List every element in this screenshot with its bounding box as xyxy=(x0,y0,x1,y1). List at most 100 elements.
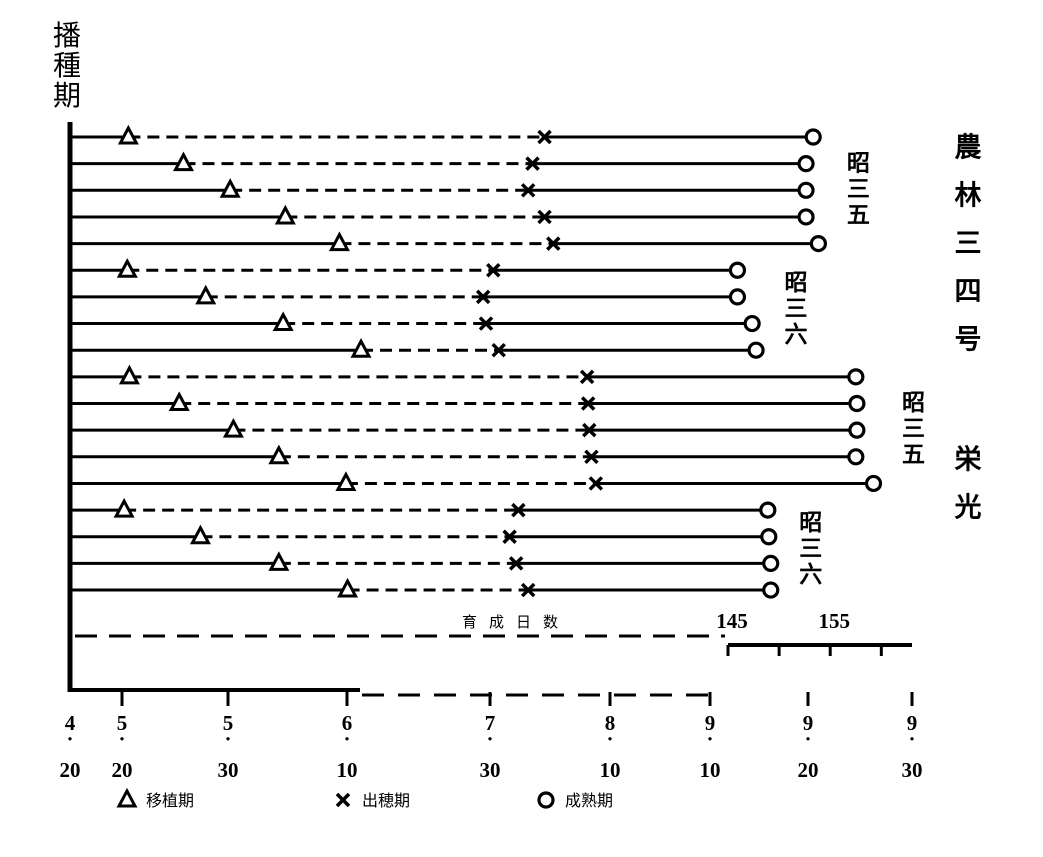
x-tick-label: 8 · 10 xyxy=(600,711,621,782)
maturity-marker xyxy=(743,314,761,333)
heading-marker xyxy=(537,209,552,225)
maturity-marker xyxy=(797,155,815,173)
transplant-marker xyxy=(189,524,211,545)
heading-marker-stroke xyxy=(525,156,540,171)
maturity-marker xyxy=(804,128,822,146)
legend-label: 移植期 xyxy=(146,791,194,810)
heading-marker xyxy=(579,369,595,385)
heading-marker xyxy=(584,449,599,465)
transplant-marker xyxy=(116,787,138,808)
heading-marker-stroke xyxy=(475,289,491,305)
x2-tick-label: 145 xyxy=(716,609,748,633)
heading-marker xyxy=(486,263,501,278)
heading-marker xyxy=(502,529,517,544)
heading-marker xyxy=(335,792,351,808)
transplant-marker xyxy=(268,444,290,465)
heading-marker xyxy=(580,396,596,411)
legend-item: 出穂期 xyxy=(335,791,410,810)
transplant-marker xyxy=(195,284,217,305)
maturity-marker xyxy=(797,181,815,199)
transplant-marker xyxy=(272,311,294,332)
transplant-marker xyxy=(335,471,357,491)
heading-marker xyxy=(491,342,506,358)
y-axis-title: 播種期 xyxy=(53,19,81,112)
legend-label: 成熟期 xyxy=(565,791,613,810)
year-label: 昭三六 xyxy=(799,509,822,588)
maturity-marker xyxy=(762,554,780,573)
maturity-marker xyxy=(847,448,865,466)
variety-label: 農林三四号 xyxy=(955,133,982,356)
heading-marker-stroke xyxy=(520,183,536,198)
x-tick-label: 9 · 20 xyxy=(798,711,819,782)
maturity-marker xyxy=(809,235,828,253)
heading-marker-stroke xyxy=(511,502,526,518)
year-label: 昭三五 xyxy=(847,149,870,228)
transplant-marker xyxy=(168,391,190,411)
transplant-marker xyxy=(274,204,296,225)
heading-marker xyxy=(582,422,597,438)
transplant-marker xyxy=(172,151,194,172)
transplant-marker xyxy=(113,497,135,518)
legend-label: 出穂期 xyxy=(362,791,410,810)
x-tick-label: 6 · 10 xyxy=(337,711,358,782)
variety-label: 栄光 xyxy=(954,444,983,523)
x2-axis-title: 育成日数 xyxy=(462,613,570,631)
transplant-marker xyxy=(268,551,290,571)
heading-marker xyxy=(546,236,561,251)
heading-marker xyxy=(537,129,552,145)
maturity-marker xyxy=(759,501,777,519)
x-tick-label: 9 · 30 xyxy=(902,711,923,782)
heading-marker xyxy=(520,183,536,198)
year-label: 昭三五 xyxy=(902,389,925,468)
heading-marker-stroke xyxy=(502,529,517,544)
transplant-marker xyxy=(118,364,140,385)
x-tick-label: 5 · 30 xyxy=(218,711,239,782)
heading-marker-stroke xyxy=(588,476,604,491)
heading-marker-stroke xyxy=(478,316,494,331)
heading-marker-stroke xyxy=(579,369,595,385)
maturity-marker xyxy=(728,288,747,306)
heading-marker-stroke xyxy=(546,236,561,251)
legend-item: 移植期 xyxy=(116,787,194,810)
maturity-marker xyxy=(762,581,780,599)
transplant-marker xyxy=(117,124,139,145)
transplant-marker xyxy=(337,577,359,598)
heading-marker xyxy=(588,476,604,491)
x-tick-label: 7 · 30 xyxy=(480,711,501,782)
year-label: 昭三六 xyxy=(785,269,808,348)
maturity-marker xyxy=(747,341,765,359)
x-tick-label: 9 · 10 xyxy=(700,711,721,782)
transplant-marker xyxy=(350,338,372,358)
heading-marker-stroke xyxy=(537,209,552,225)
heading-marker xyxy=(525,156,540,171)
x-tick-label: 4 · 20 xyxy=(60,711,81,782)
maturity-marker xyxy=(848,394,866,413)
maturity-marker xyxy=(760,528,778,546)
maturity-marker xyxy=(537,791,555,809)
heading-marker-stroke xyxy=(486,263,501,278)
maturity-marker xyxy=(847,368,865,386)
heading-marker-stroke xyxy=(582,422,597,438)
heading-marker xyxy=(478,316,494,331)
heading-marker-stroke xyxy=(580,396,596,411)
heading-marker xyxy=(475,289,491,305)
transplant-marker xyxy=(328,231,350,252)
transplant-marker xyxy=(219,178,241,198)
heading-marker-stroke xyxy=(335,792,351,808)
heading-marker-stroke xyxy=(537,129,552,145)
transplant-marker xyxy=(116,258,138,278)
heading-marker xyxy=(520,582,536,598)
maturity-marker xyxy=(848,421,866,439)
transplant-marker xyxy=(222,417,244,438)
heading-marker xyxy=(511,502,526,518)
x2-tick-label: 155 xyxy=(818,609,850,633)
legend-item: 成熟期 xyxy=(537,791,613,810)
heading-marker-stroke xyxy=(491,342,506,358)
x-tick-label: 5 · 20 xyxy=(112,711,133,782)
maturity-marker xyxy=(797,208,815,226)
heading-marker-stroke xyxy=(584,449,599,465)
heading-marker xyxy=(508,556,524,571)
maturity-marker xyxy=(728,261,747,279)
heading-marker-stroke xyxy=(520,582,536,598)
